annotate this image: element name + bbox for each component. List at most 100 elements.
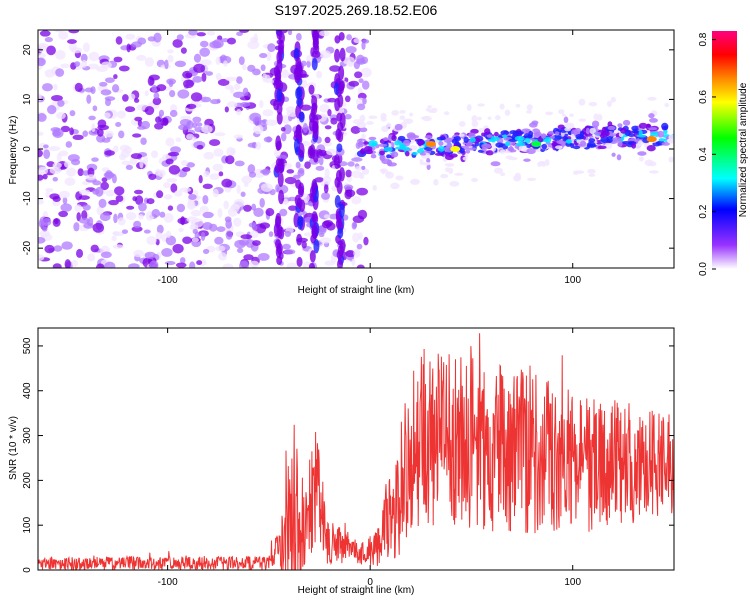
spectrogram-noise-cell xyxy=(170,104,178,113)
spectrogram-noise-cell xyxy=(193,63,206,74)
spectrogram-noise-cell xyxy=(352,215,365,223)
spectrogram-noise-cell xyxy=(166,177,178,183)
spectrogram-x-tick-label: -100 xyxy=(158,275,178,286)
spectrogram-noise-cell xyxy=(318,232,325,238)
spectrogram-noise-cell xyxy=(162,153,172,160)
spectrogram-noise-cell xyxy=(153,92,160,100)
spectrogram-noise-cell xyxy=(178,124,189,131)
spectrogram-streak-cell xyxy=(312,36,319,49)
spectrogram-noise-cell xyxy=(327,109,332,117)
colorbar-tick-label: 0.2 xyxy=(698,204,709,218)
spectrogram-noise-cell xyxy=(202,248,210,255)
spectrogram-streak-cell xyxy=(337,258,344,268)
spectrogram-noise-cell xyxy=(134,98,140,103)
spectrogram-noise-cell xyxy=(113,213,118,224)
spectrogram-noise-cell xyxy=(343,56,355,65)
spectrogram-signal-cell xyxy=(515,103,521,108)
spectrogram-noise-cell xyxy=(280,127,286,132)
spectrogram-noise-cell xyxy=(243,204,252,212)
spectrogram-noise-cell xyxy=(279,208,288,217)
spectrogram-noise-cell xyxy=(264,74,271,84)
spectrogram-signal-cell xyxy=(358,127,368,133)
spectrogram-signal-cell xyxy=(493,136,500,142)
spectrogram-noise-cell xyxy=(38,52,46,59)
spectrogram-noise-cell xyxy=(154,122,164,130)
spectrogram-noise-cell xyxy=(284,176,297,185)
spectrogram-signal-cell xyxy=(424,147,433,152)
spectrogram-noise-cell xyxy=(128,93,136,101)
spectrogram-x-tick-label: 0 xyxy=(367,275,373,286)
spectrogram-signal-cell xyxy=(646,145,656,152)
spectrogram-signal-cell xyxy=(621,140,631,145)
spectrogram-noise-cell xyxy=(82,204,91,211)
spectrogram-noise-cell xyxy=(76,212,81,222)
spectrogram-signal-cell xyxy=(570,133,575,139)
spectrogram-noise-cell xyxy=(196,144,204,150)
spectrogram-streak-cell xyxy=(276,88,283,103)
spectrogram-noise-cell xyxy=(356,54,365,64)
spectrogram-streak-cell xyxy=(336,112,343,122)
spectrogram-noise-cell xyxy=(351,157,363,162)
spectrogram-noise-cell xyxy=(144,90,149,97)
spectrogram-streak-cell xyxy=(338,65,345,81)
spectrogram-signal-cell xyxy=(606,136,613,143)
spectrogram-noise-cell xyxy=(260,183,273,192)
spectrogram-noise-cell xyxy=(284,230,292,237)
spectrogram-noise-cell xyxy=(247,64,256,72)
spectrogram-signal-cell xyxy=(481,132,486,137)
spectrogram-signal-cell xyxy=(449,180,460,187)
spectrogram-y-tick-label: -10 xyxy=(22,191,33,206)
spectrogram-streak-cell xyxy=(309,250,316,263)
spectrogram-noise-cell xyxy=(49,167,62,175)
spectrogram-signal-cell xyxy=(471,115,478,122)
spectrogram-signal-cell xyxy=(484,128,491,135)
spectrogram-noise-cell xyxy=(202,211,214,219)
spectrogram-noise-cell xyxy=(104,170,113,180)
spectrogram-y-tick-label: 0 xyxy=(22,146,33,152)
spectrogram-signal-cell xyxy=(627,133,636,138)
spectrogram-signal-cell xyxy=(428,109,434,113)
spectrogram-noise-cell xyxy=(347,161,355,167)
spectrogram-noise-cell xyxy=(345,46,357,54)
spectrogram-noise-cell xyxy=(360,67,372,78)
spectrogram-signal-cell xyxy=(394,123,403,131)
spectrogram-noise-cell xyxy=(104,261,116,268)
spectrogram-noise-cell xyxy=(41,83,53,92)
spectrogram-noise-cell xyxy=(158,109,165,117)
spectrogram-signal-cell xyxy=(397,135,406,141)
spectrogram-noise-cell xyxy=(49,193,60,200)
spectrogram-noise-cell xyxy=(322,141,333,147)
spectrogram-streak-cell xyxy=(276,111,283,125)
spectrogram-signal-cell xyxy=(549,135,555,139)
spectrogram-noise-cell xyxy=(174,60,187,68)
spectrogram-noise-cell xyxy=(134,189,144,195)
spectrogram-noise-cell xyxy=(168,164,180,175)
spectrogram-noise-cell xyxy=(87,253,96,262)
spectrogram-noise-cell xyxy=(51,94,63,102)
spectrogram-noise-cell xyxy=(236,184,241,194)
spectrogram-streak-cell xyxy=(337,84,344,95)
spectrogram-noise-cell xyxy=(351,258,356,266)
spectrogram-noise-cell xyxy=(80,53,88,63)
spectrogram-noise-cell xyxy=(64,177,76,186)
spectrogram-streak-cell xyxy=(293,47,300,59)
spectrogram-noise-cell xyxy=(188,30,198,36)
spectrogram-streak-cell xyxy=(333,154,340,170)
snr-frame xyxy=(37,327,675,571)
spectrogram-noise-cell xyxy=(243,254,254,261)
spectrogram-noise-cell xyxy=(242,87,249,96)
spectrogram-noise-cell xyxy=(356,264,365,268)
spectrogram-noise-cell xyxy=(74,204,82,212)
spectrogram-noise-cell xyxy=(259,100,264,109)
colorbar: 0.0 0.2 0.4 0.6 0.8 Normalized spectral ampl… xyxy=(698,31,749,276)
spectrogram-noise-cell xyxy=(52,162,62,169)
snr-y-axis-label: SNR (10 * v/v) xyxy=(8,416,19,480)
colorbar-tick-label: 0.4 xyxy=(698,147,709,161)
spectrogram-noise-cell xyxy=(316,70,323,79)
spectrogram-signal-cell xyxy=(459,147,465,154)
spectrogram-signal-cell xyxy=(588,138,596,143)
spectrogram-signal-cell xyxy=(361,165,366,170)
spectrogram-noise-cell xyxy=(281,69,289,79)
spectrogram-streak-cell xyxy=(276,256,283,266)
spectrogram-signal-cell xyxy=(587,168,596,174)
